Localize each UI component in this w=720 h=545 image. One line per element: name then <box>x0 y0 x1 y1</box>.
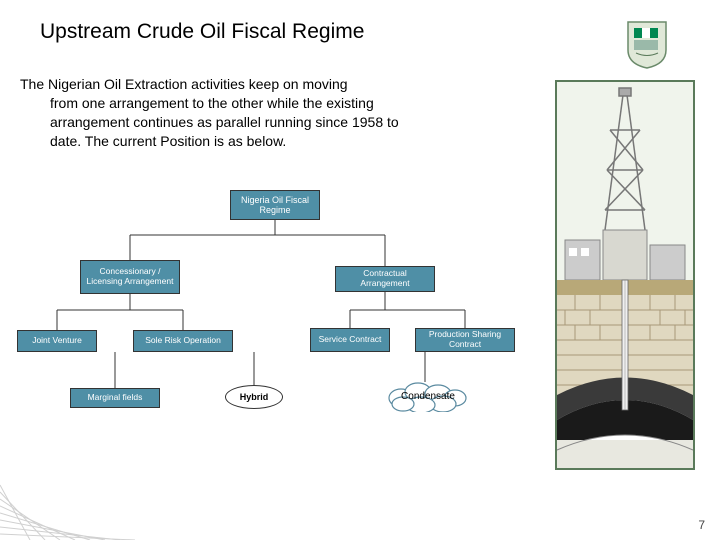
description-rest: from one arrangement to the other while … <box>20 94 400 151</box>
oil-rig-icon <box>555 80 695 470</box>
description-first-line: The Nigerian Oil Extraction activities k… <box>20 76 348 92</box>
shield-logo-icon <box>626 20 668 70</box>
chart-node: Contractual Arrangement <box>335 266 435 292</box>
condensate-node: Condensate <box>383 380 473 412</box>
description-text: The Nigerian Oil Extraction activities k… <box>20 75 400 151</box>
fiscal-regime-chart: Nigeria Oil Fiscal Regime Concessionary /… <box>15 190 545 450</box>
chart-node: Nigeria Oil Fiscal Regime <box>230 190 320 220</box>
chart-node: Service Contract <box>310 328 390 352</box>
chart-node: Marginal fields <box>70 388 160 408</box>
chart-node: Production Sharing Contract <box>415 328 515 352</box>
chart-node: Joint Venture <box>17 330 97 352</box>
page-number: 7 <box>698 518 705 532</box>
chart-node: Concessionary / Licensing Arrangement <box>80 260 180 294</box>
hybrid-node: Hybrid <box>225 385 283 409</box>
chart-node: Sole Risk Operation <box>133 330 233 352</box>
slide-title: Upstream Crude Oil Fiscal Regime <box>40 20 364 44</box>
corner-decoration <box>0 480 180 540</box>
